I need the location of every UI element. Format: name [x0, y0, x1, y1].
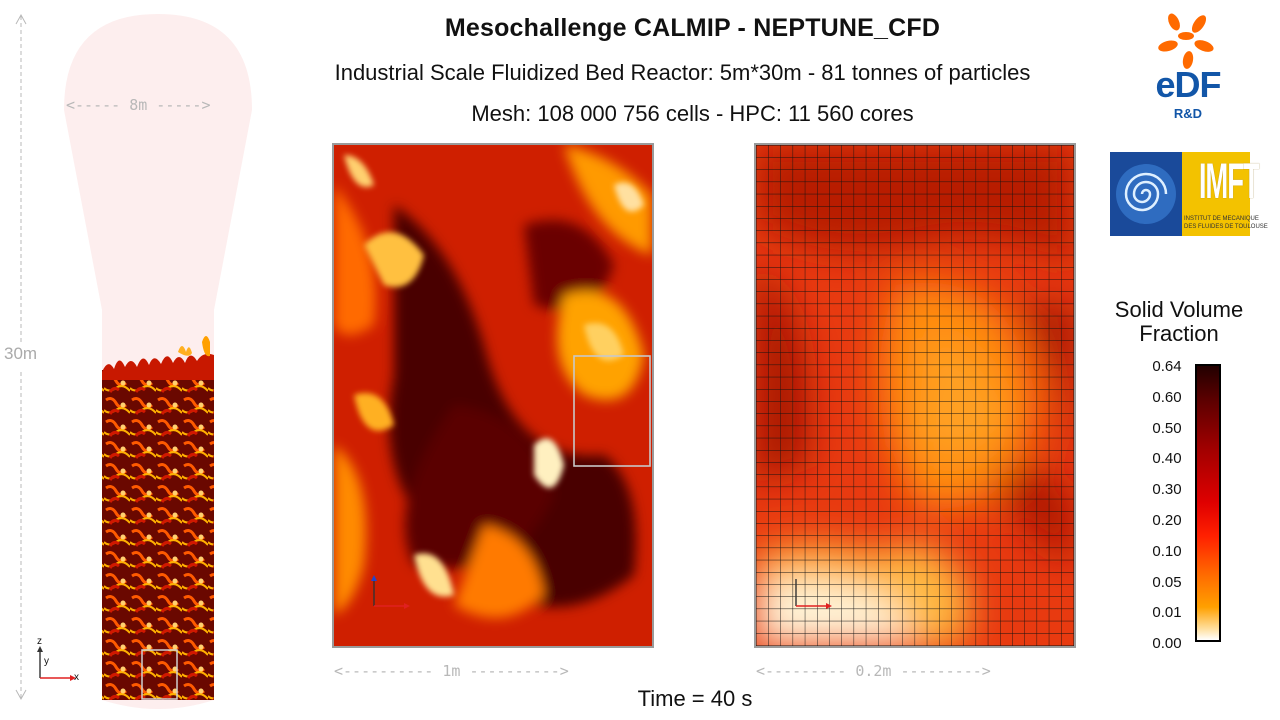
imft-sub-2: DES FLUIDES DE TOULOUSE [1184, 224, 1268, 230]
colorbar-tick-label: 0.10 [1152, 542, 1182, 560]
mesh-info: Mesh: 108 000 756 cells - HPC: 11 560 co… [471, 101, 914, 126]
axis-z-label: z [37, 636, 42, 647]
mesh-grid-field [756, 145, 1074, 646]
imft-logo: IMFT INSTITUT DE MECANIQUE DES FLUIDES D… [1110, 152, 1268, 236]
colorbar-tick-label: 0.30 [1152, 481, 1182, 499]
time-label: Time = 40 s [637, 686, 753, 711]
colorbar-tick-label: 0.64 [1152, 358, 1182, 375]
axis-triad-icon [37, 646, 76, 681]
axis-y-label: y [44, 656, 49, 667]
colorbar-title-line1: Solid Volume [1114, 297, 1244, 322]
scale-02m-label: <--------- 0.2m ---------> [756, 662, 991, 680]
colorbar-tick-label: 0.00 [1152, 635, 1182, 653]
width-label: <----- 8m -----> [66, 96, 211, 114]
height-label: 30m [4, 344, 38, 363]
page-subtitle: Industrial Scale Fluidized Bed Reactor: … [334, 60, 1031, 85]
reactor-shape [64, 14, 252, 709]
edf-sun-icon [1158, 13, 1214, 69]
imft-sub-1: INSTITUT DE MECANIQUE [1184, 216, 1259, 222]
colorbar-gradient [1195, 364, 1221, 642]
colorbar-tick-label: 0.50 [1152, 419, 1182, 437]
colorbar-title: Solid Volume Fraction [1100, 298, 1258, 346]
colorbar-tick-label: 0.60 [1152, 388, 1182, 406]
axis-x-label: x [74, 672, 79, 683]
edf-logo: eDF R&D [1148, 12, 1228, 124]
edf-wordmark: eDF [1155, 64, 1221, 105]
turbulence-field [334, 145, 652, 646]
colorbar-tick-label: 0.20 [1152, 512, 1182, 529]
zoom-panel-mesh [754, 143, 1076, 648]
zoom-panel-1m [332, 143, 654, 648]
scale-1m-label: <---------- 1m ----------> [334, 662, 569, 680]
colorbar-tick-label: 0.40 [1152, 450, 1182, 468]
imft-spiral-icon [1110, 152, 1182, 236]
height-dimension-arrow [15, 13, 27, 701]
imft-wordmark: IMFT [1198, 153, 1260, 209]
colorbar-tick-label: 0.05 [1152, 573, 1182, 591]
colorbar-tick-label: 0.01 [1152, 604, 1182, 622]
edf-rd-label: R&D [1173, 106, 1203, 121]
colorbar-title-line2: Fraction [1139, 321, 1219, 346]
page-title: Mesochallenge CALMIP - NEPTUNE_CFD [444, 14, 941, 42]
reactor-view: 30m <----- 8m -----> z y x [0, 0, 290, 720]
